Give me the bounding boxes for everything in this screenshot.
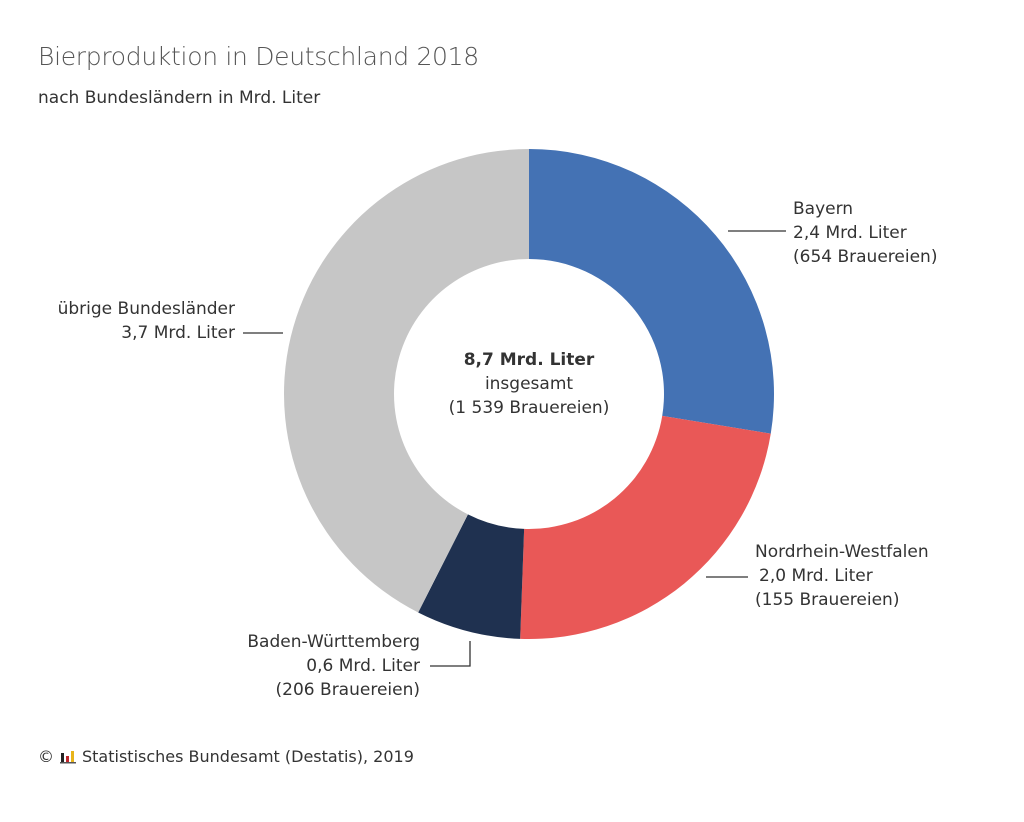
slice-baden-württemberg (418, 514, 525, 639)
destatis-logo-icon (60, 750, 76, 763)
slice-übrige-bundesländer (284, 149, 529, 613)
slice-nordrhein-westfalen (520, 415, 771, 639)
label-name: übrige Bundesländer (57, 299, 235, 319)
source-text: Statistisches Bundesamt (Destatis), 2019 (82, 747, 414, 766)
slice-bayern (529, 149, 774, 434)
label-note: (206 Brauereien) (275, 680, 420, 700)
label-others: übrige Bundesländer 3,7 Mrd. Liter (58, 297, 235, 345)
copyright-symbol: © (38, 747, 54, 766)
label-nrw: Nordrhein-Westfalen 2,0 Mrd. Liter (155 … (755, 540, 929, 612)
label-note: (654 Brauereien) (793, 247, 938, 267)
leader-line-bw (430, 641, 471, 667)
center-text: insgesamt (484, 374, 574, 394)
label-name: Bayern (793, 199, 854, 219)
label-name: Nordrhein-Westfalen (755, 542, 929, 562)
chart-title: Bierproduktion in Deutschland 2018 (38, 42, 479, 71)
center-note: (1 539 Brauereien) (448, 398, 610, 418)
source-line: © Statistisches Bundesamt (Destatis), 20… (38, 747, 414, 766)
label-name: Baden-Württemberg (247, 632, 420, 652)
center-label: 8,7 Mrd. Liter insgesamt (1 539 Brauerei… (429, 348, 629, 420)
label-bw: Baden-Württemberg 0,6 Mrd. Liter (206 Br… (247, 630, 420, 702)
center-total: 8,7 Mrd. Liter (463, 350, 595, 370)
label-value: 2,4 Mrd. Liter (793, 223, 907, 243)
chart-subtitle: nach Bundesländern in Mrd. Liter (38, 88, 321, 108)
leader-lines (243, 230, 786, 667)
label-note: (155 Brauereien) (755, 590, 900, 610)
label-value: 2,0 Mrd. Liter (759, 566, 873, 586)
label-value: 3,7 Mrd. Liter (121, 323, 235, 343)
label-value: 0,6 Mrd. Liter (306, 656, 420, 676)
label-bayern: Bayern 2,4 Mrd. Liter (654 Brauereien) (793, 197, 937, 269)
